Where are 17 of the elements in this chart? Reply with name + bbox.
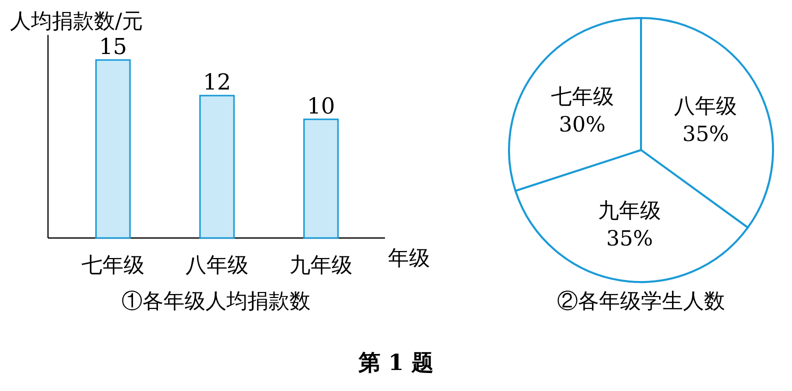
data-label: 12 (203, 70, 231, 96)
slice-label: 八年级 (674, 94, 738, 118)
slice-label: 七年级 (550, 84, 614, 108)
x-tick-label: 九年级 (290, 253, 352, 277)
text: 第 1 题 (358, 350, 434, 376)
text: ①各年级人均捐款数 (122, 289, 310, 313)
y-axis-title: 人均捐款数/元 (10, 9, 144, 33)
data-label: 15 (99, 35, 127, 60)
slice-label: 九年级 (598, 198, 662, 223)
x-tick-label: 八年级 (186, 253, 248, 277)
data-label: 35% (606, 226, 653, 251)
data-label: 10 (307, 94, 335, 120)
data-label: 30% (558, 112, 606, 136)
x-axis-title: 年级 (388, 246, 430, 270)
x-tick-label: 七年级 (82, 253, 144, 277)
data-label: 35% (682, 122, 730, 146)
text: ②各年级学生人数 (557, 289, 725, 313)
